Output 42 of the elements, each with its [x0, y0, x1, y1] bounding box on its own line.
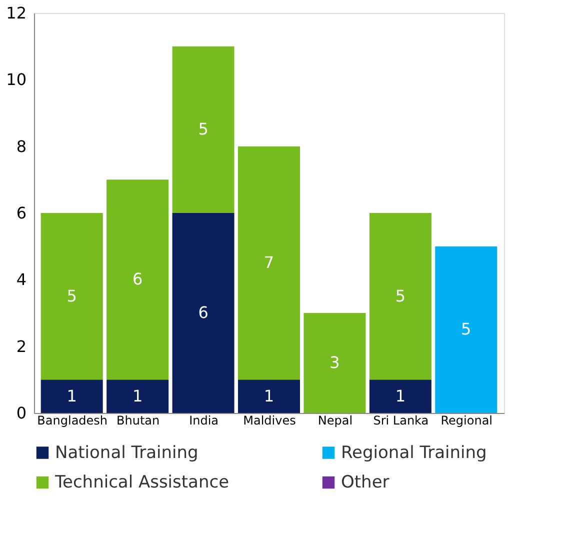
x-tick-label: Bhutan — [116, 414, 160, 428]
data-label: 5 — [66, 286, 77, 306]
data-label: 7 — [264, 253, 274, 272]
data-label: 3 — [330, 353, 340, 372]
y-tick-label: 10 — [6, 70, 26, 90]
bar — [172, 46, 234, 213]
legend-label: Regional Training — [341, 442, 487, 463]
y-tick-label: 2 — [16, 336, 26, 356]
data-label: 1 — [66, 386, 77, 406]
bar — [40, 380, 103, 413]
bar — [369, 380, 432, 413]
legend-label: Other — [341, 472, 390, 492]
bar — [238, 146, 300, 380]
bar — [106, 180, 169, 380]
y-tick-label: 0 — [16, 404, 26, 422]
x-tick-label: Maldives — [243, 414, 296, 428]
x-tick-label: Nepal — [318, 414, 353, 428]
data-label: 6 — [132, 270, 143, 289]
y-tick-label: 12 — [6, 4, 26, 22]
data-label: 1 — [395, 386, 406, 406]
bar — [40, 213, 103, 380]
legend-label: National Training — [55, 442, 198, 463]
bar — [106, 380, 169, 413]
legend-label: Technical Assistance — [54, 472, 230, 492]
x-tick-label: Bangladesh — [37, 414, 108, 428]
bar — [172, 213, 234, 413]
data-label: 6 — [198, 303, 208, 322]
x-tick-label: Sri Lanka — [373, 414, 429, 428]
y-tick-label: 6 — [16, 204, 26, 222]
data-label: 5 — [395, 286, 406, 306]
bar — [304, 313, 366, 413]
x-tick-label: India — [189, 414, 219, 428]
data-label: 5 — [461, 320, 472, 339]
bar — [369, 213, 432, 380]
bar — [435, 246, 498, 413]
data-label: 1 — [264, 386, 274, 406]
y-tick-label: 8 — [16, 136, 26, 156]
data-label: 5 — [198, 120, 208, 139]
data-label: 1 — [132, 386, 143, 406]
x-tick-label: Regional — [440, 414, 493, 428]
y-tick-label: 4 — [16, 270, 26, 290]
bar — [238, 380, 300, 413]
